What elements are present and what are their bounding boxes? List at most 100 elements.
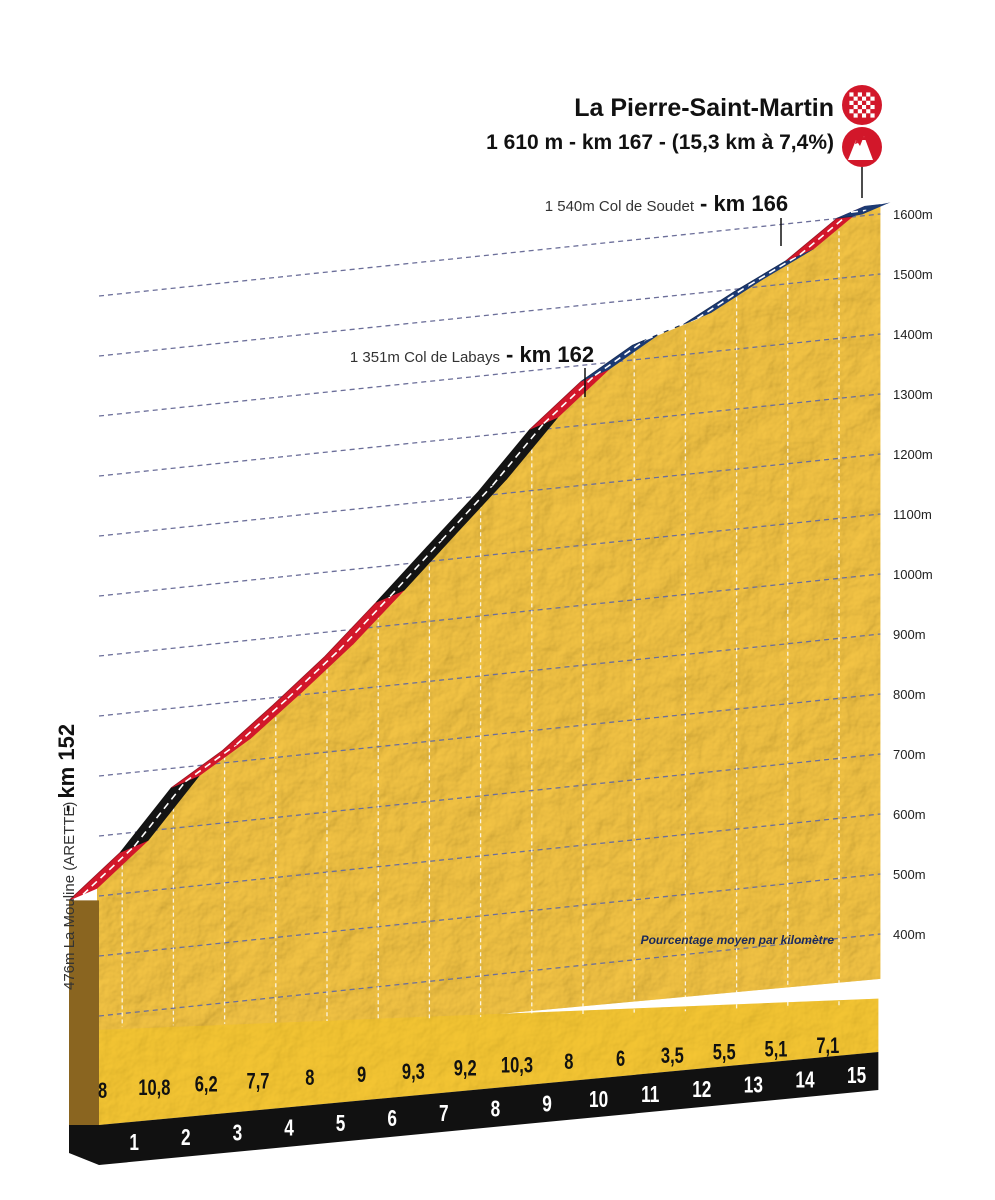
- summit-name: La Pierre-Saint-Martin: [574, 94, 834, 122]
- altitude-tick-label: 1500m: [893, 267, 933, 282]
- road-edge: [529, 381, 582, 430]
- percent-label: 6: [616, 1047, 625, 1072]
- checker-cell: [870, 109, 875, 114]
- percent-label: 5,1: [765, 1037, 788, 1062]
- km-label: 10: [589, 1088, 608, 1113]
- percent-label: 8: [564, 1050, 573, 1075]
- km-label: 8: [491, 1097, 501, 1122]
- road-edge: [324, 601, 377, 657]
- road-summit-cap: [852, 202, 891, 217]
- road-centerline: [491, 422, 545, 486]
- checker-cell: [862, 113, 867, 118]
- checker-cell: [857, 105, 862, 110]
- altitude-tick-label: 1200m: [893, 447, 933, 462]
- altitude-tick-label: 1600m: [893, 207, 933, 222]
- altitude-gridline: [98, 693, 881, 777]
- road-edge: [222, 703, 275, 751]
- km-label: 15: [847, 1064, 866, 1089]
- road-edge: [119, 787, 172, 853]
- percent-label: 3,5: [661, 1044, 684, 1069]
- checker-cell: [853, 109, 858, 114]
- checker-cell: [849, 96, 854, 101]
- altitude-tick-label: 1000m: [893, 567, 933, 582]
- road-centerline: [850, 209, 867, 213]
- altitude-gridlines: [98, 213, 881, 1017]
- road-centerline: [645, 317, 698, 341]
- checker-cell: [857, 100, 862, 105]
- summit-block: La Pierre-Saint-Martin 1 610 m - km 167 …: [486, 85, 882, 198]
- altitude-tick-label: 500m: [893, 867, 926, 882]
- checker-cell: [857, 113, 862, 118]
- checker-cell: [866, 100, 871, 105]
- checker-cell: [866, 96, 871, 101]
- mountain-summit-icon: [842, 127, 882, 167]
- percent-label: 7,1: [816, 1034, 839, 1059]
- km-labels: 1 2 3 4 5 6 7 8 9 10 11 12 13 14 15: [129, 1064, 866, 1156]
- checker-cell: [849, 100, 854, 105]
- percent-label: 8: [98, 1079, 107, 1104]
- percent-label: 10,3: [501, 1053, 533, 1078]
- altitude-gridline: [98, 633, 881, 717]
- percent-label: 5,5: [713, 1040, 736, 1065]
- start-km: - km 152: [54, 724, 79, 812]
- summit-details: 1 610 m - km 167 - (15,3 km à 7,4%): [486, 131, 834, 154]
- road-edge: [427, 490, 479, 547]
- base-strip: [69, 1052, 879, 1165]
- checker-cell: [849, 113, 854, 118]
- km-label: 11: [641, 1083, 659, 1108]
- pass-soudet-km: - km 166: [700, 191, 788, 216]
- checker-cell: [870, 100, 875, 105]
- road-edge: [785, 217, 838, 262]
- checker-cell: [870, 96, 875, 101]
- km-label: 1: [129, 1131, 139, 1156]
- altitude-tick-label: 1300m: [893, 387, 933, 402]
- km-label: 6: [387, 1107, 397, 1132]
- pass-lababys-label: 1 351m Col de Labays - km 162: [350, 342, 594, 397]
- altitude-tick-label: 1100m: [893, 507, 932, 522]
- road-edge: [683, 290, 735, 325]
- start-location: 476m La Mouline (ARETTE): [61, 802, 78, 990]
- altitude-gridline: [98, 273, 881, 357]
- altitude-gridline: [98, 573, 881, 657]
- checker-cell: [870, 105, 875, 110]
- checker-cell: [857, 96, 862, 101]
- terrain-texture: [97, 204, 881, 1051]
- checker-cell: [853, 100, 858, 105]
- road-centerline: [389, 539, 442, 597]
- percent-label: 10,8: [138, 1076, 170, 1101]
- checker-cell: [857, 109, 862, 114]
- checker-cell: [853, 96, 858, 101]
- altitude-gridline: [98, 873, 881, 957]
- percent-label: 9,2: [454, 1056, 477, 1081]
- checker-cell: [862, 96, 867, 101]
- altitude-gridline: [98, 333, 881, 417]
- altitude-tick-label: 1400m: [893, 327, 933, 342]
- checker-cell: [853, 113, 858, 118]
- road-centerline: [594, 338, 647, 377]
- percent-label: 6,2: [195, 1072, 218, 1097]
- km-label: 3: [233, 1121, 243, 1146]
- base-side: [69, 900, 99, 1125]
- altitude-gridline: [98, 453, 881, 537]
- altitude-tick-label: 900m: [893, 627, 926, 642]
- checker-cell: [866, 113, 871, 118]
- pass-labays-name: 1 351m Col de Labays: [350, 349, 500, 366]
- km-label: 2: [181, 1126, 191, 1151]
- percent-labels: 8 10,8 6,2 7,7 8 9 9,3 9,2 10,3 8 6 3,5 5,5 5,1 7,1: [98, 1034, 839, 1104]
- altitude-gridline: [98, 753, 881, 837]
- road-edge: [836, 215, 853, 219]
- road-edge: [68, 852, 121, 901]
- percent-label: 7,7: [247, 1069, 270, 1094]
- altitude-gridline: [98, 813, 881, 897]
- terrain-area: [69, 204, 881, 1125]
- altitude-gridline: [98, 393, 881, 477]
- checker-cell: [857, 92, 862, 97]
- checker-cell: [870, 113, 875, 118]
- altitude-tick-label: 600m: [893, 807, 926, 822]
- road-centerline: [338, 595, 391, 651]
- checker-cell: [866, 105, 871, 110]
- percent-label: 8: [305, 1066, 314, 1091]
- road-centerline: [696, 284, 750, 320]
- start-label: 476m La Mouline (ARETTE) - km 152: [54, 724, 79, 990]
- legend-note: Pourcentage moyen par kilomètre: [641, 933, 835, 947]
